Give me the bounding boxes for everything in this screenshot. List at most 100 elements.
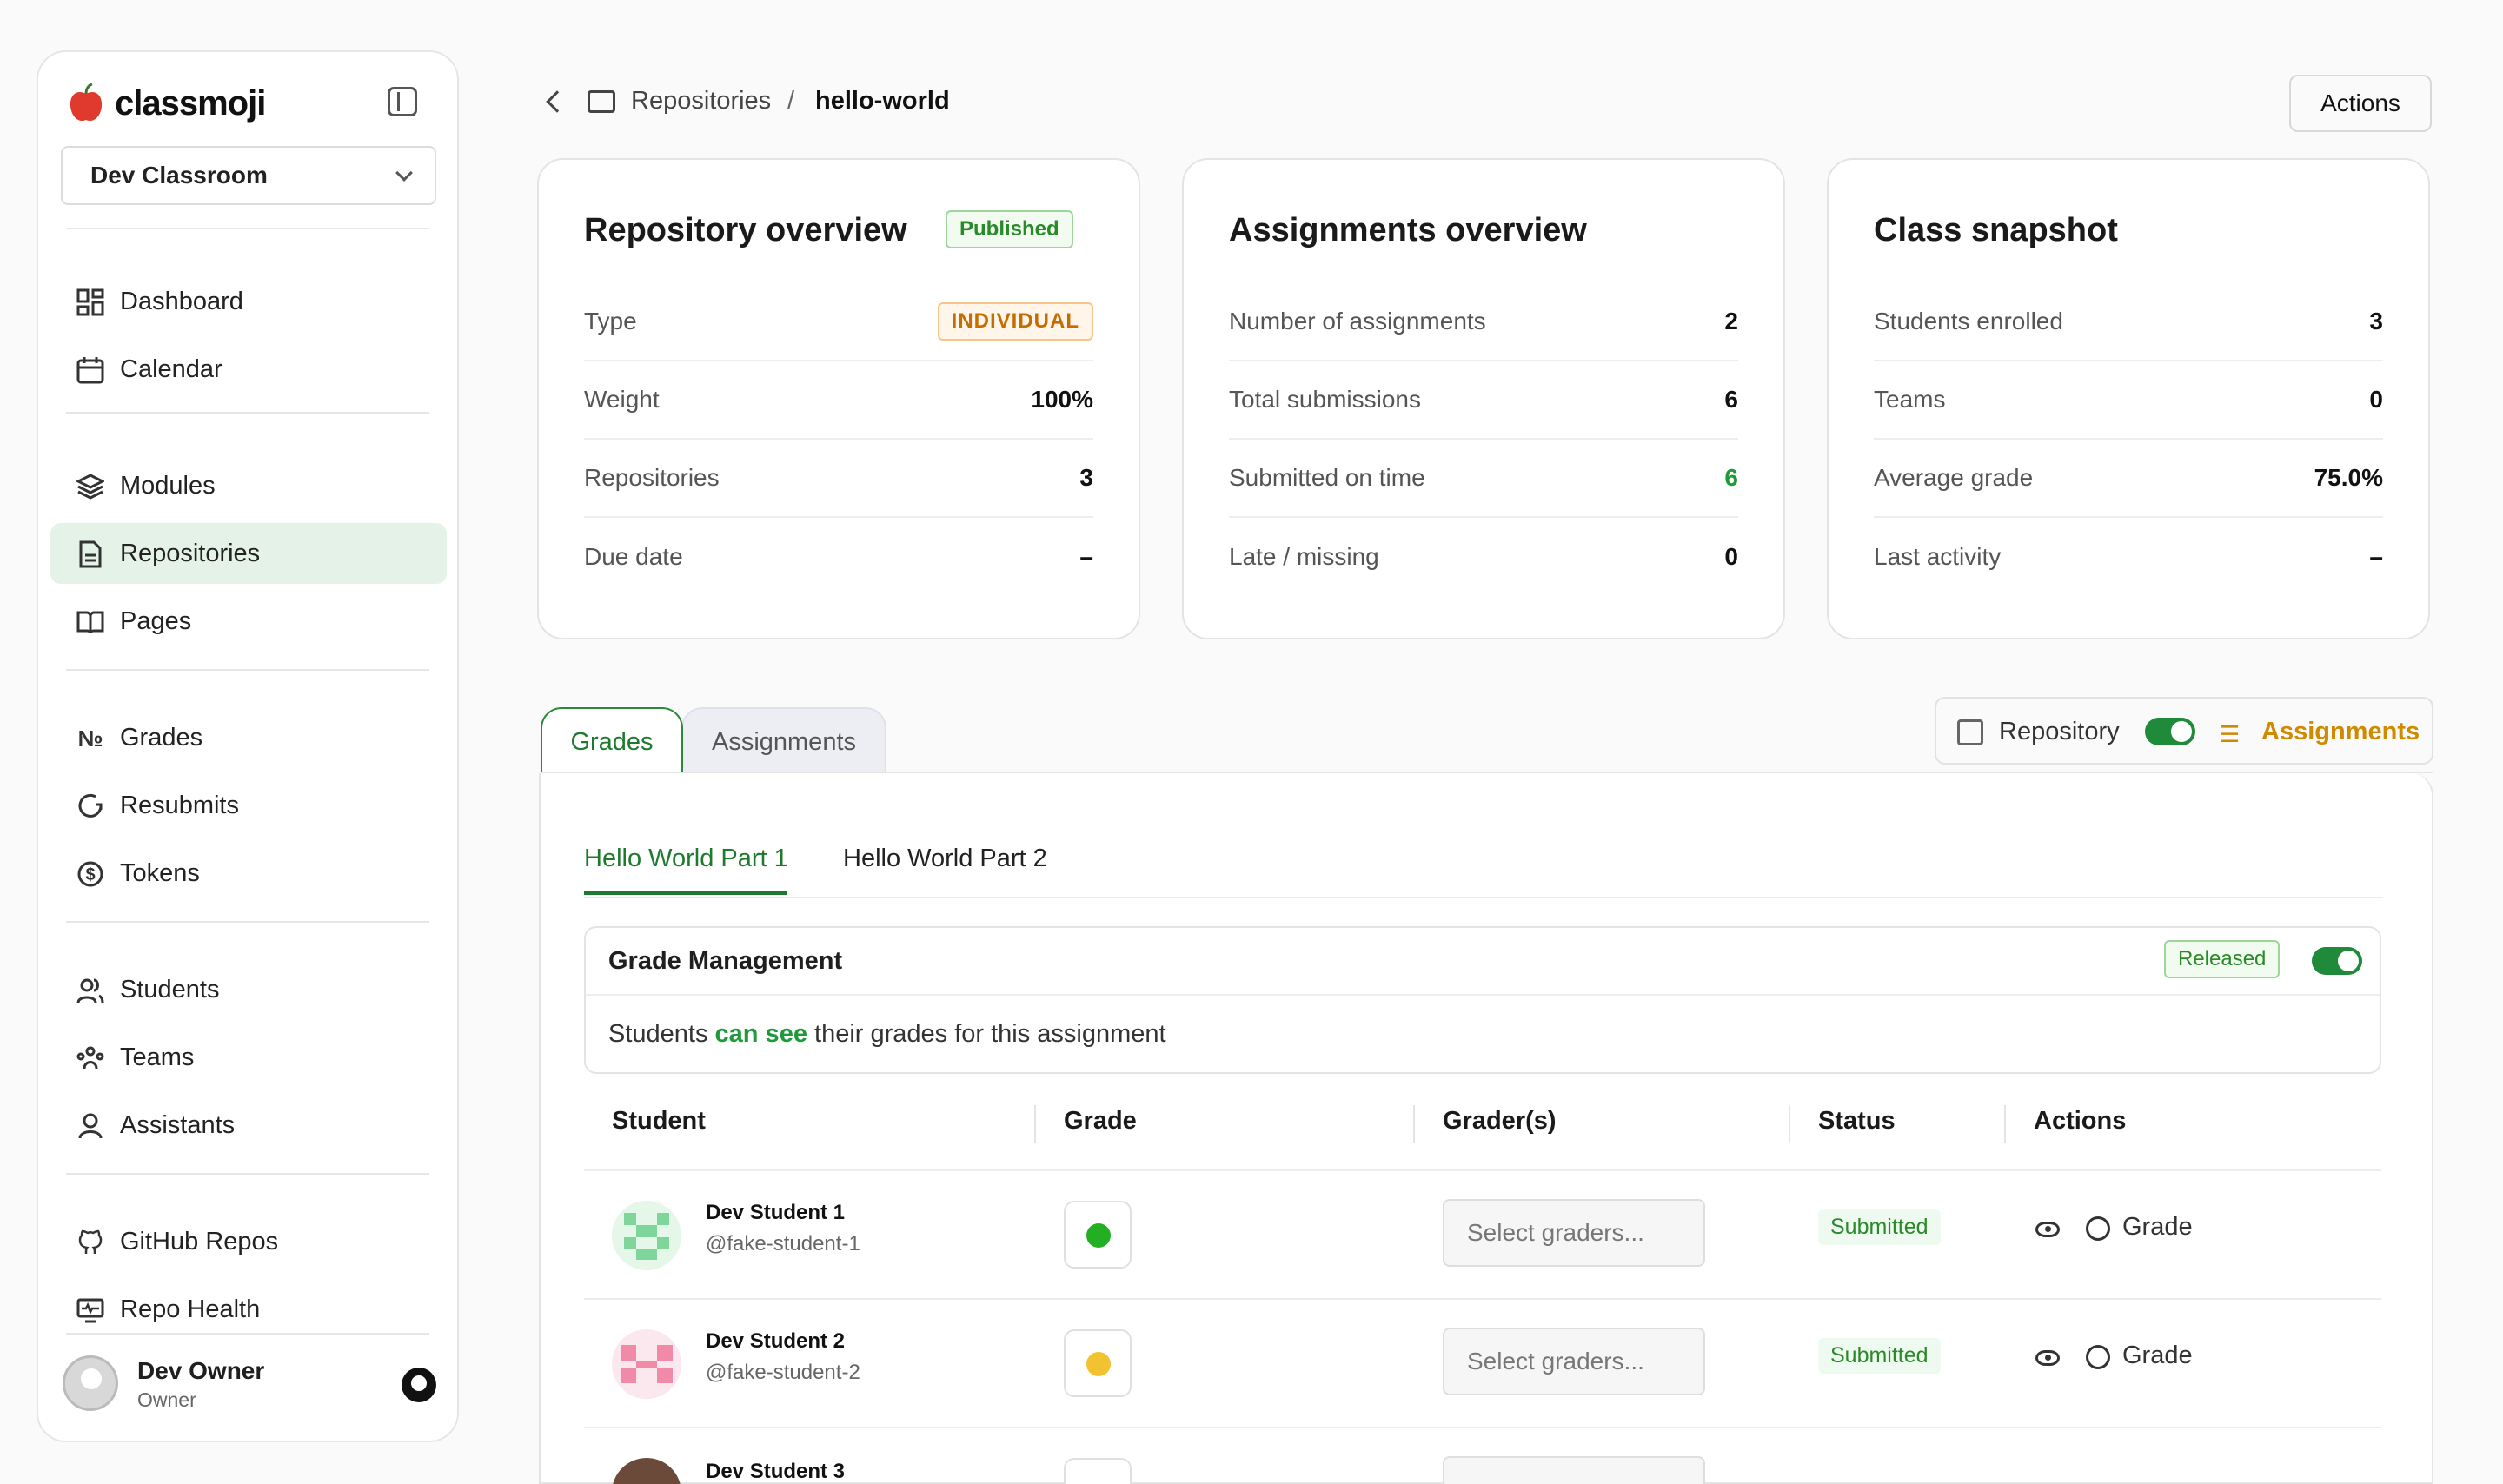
layers-icon xyxy=(76,473,104,500)
sidebar-divider xyxy=(66,228,429,229)
subtab-part-2[interactable]: Hello World Part 2 xyxy=(843,845,1047,872)
back-icon[interactable] xyxy=(546,90,568,113)
column-divider xyxy=(2004,1105,2006,1143)
subtab-part-1[interactable]: Hello World Part 1 xyxy=(584,845,788,872)
column-divider xyxy=(1034,1105,1036,1143)
sidebar-item-tokens[interactable]: $ Tokens xyxy=(50,843,447,904)
sidebar-item-assistants[interactable]: Assistants xyxy=(50,1095,447,1156)
stat-row: Number of assignments 2 xyxy=(1229,283,1738,361)
column-divider xyxy=(1789,1105,1790,1143)
row-divider xyxy=(584,1169,2381,1171)
divider xyxy=(586,994,2380,996)
stat-label: Due date xyxy=(584,543,683,570)
smile-icon[interactable] xyxy=(2086,1345,2110,1369)
refresh-icon xyxy=(76,792,104,820)
panel-border xyxy=(541,772,2433,773)
sidebar-item-pages[interactable]: Pages xyxy=(50,591,447,652)
sidebar-divider xyxy=(66,1333,429,1335)
sidebar-item-label: Resubmits xyxy=(120,791,239,819)
grade-emoji-button[interactable] xyxy=(1064,1201,1132,1269)
dashboard-icon xyxy=(76,288,104,316)
brand-name: classmoji xyxy=(115,83,266,123)
graders-select[interactable]: Select graders... xyxy=(1443,1199,1705,1267)
stat-label: Number of assignments xyxy=(1229,308,1486,335)
grades-panel xyxy=(539,773,2433,1484)
sidebar-item-resubmits[interactable]: Resubmits xyxy=(50,775,447,836)
column-header-status: Status xyxy=(1818,1107,1896,1135)
stat-row: Due date – xyxy=(584,518,1093,596)
student-name: Dev Student 1 xyxy=(706,1201,846,1224)
breadcrumb-repositories[interactable]: Repositories xyxy=(631,87,772,115)
user-profile[interactable]: Dev Owner Owner xyxy=(63,1352,436,1414)
sidebar-item-grades[interactable]: № Grades xyxy=(50,707,447,768)
grade-emoji-button[interactable] xyxy=(1064,1458,1132,1484)
column-header-student: Student xyxy=(612,1107,706,1135)
grade-emoji-button[interactable] xyxy=(1064,1329,1132,1397)
card-title: Class snapshot xyxy=(1874,212,2118,248)
svg-text:$: $ xyxy=(85,865,95,884)
assignments-view-label[interactable]: Assignments xyxy=(2261,718,2420,745)
view-eye-icon[interactable] xyxy=(2035,1350,2060,1366)
sidebar-collapse-icon[interactable] xyxy=(388,87,417,116)
sidebar-item-dashboard[interactable]: Dashboard xyxy=(50,271,447,332)
view-switch[interactable] xyxy=(2145,718,2195,745)
smile-icon[interactable] xyxy=(2086,1216,2110,1241)
grade-action-button[interactable]: Grade xyxy=(2122,1342,2193,1369)
sidebar-item-calendar[interactable]: Calendar xyxy=(50,339,447,400)
sidebar-item-repositories[interactable]: Repositories xyxy=(50,523,447,584)
user-icon xyxy=(76,1112,104,1140)
sidebar-item-github-repos[interactable]: GitHub Repos xyxy=(50,1211,447,1272)
repository-view-label[interactable]: Repository xyxy=(1999,718,2120,745)
sidebar-item-students[interactable]: Students xyxy=(50,959,447,1020)
row-divider xyxy=(584,1298,2381,1300)
sidebar-item-modules[interactable]: Modules xyxy=(50,455,447,516)
stat-row: Students enrolled 3 xyxy=(1874,283,2383,361)
sidebar-item-label: Tokens xyxy=(120,858,200,887)
column-header-actions: Actions xyxy=(2034,1107,2127,1135)
number-icon: № xyxy=(77,725,103,752)
released-badge: Released xyxy=(2164,940,2281,978)
stat-label: Teams xyxy=(1874,386,1946,413)
sidebar: classmoji Dev Classroom Dashboard Calend… xyxy=(37,50,459,1442)
graders-select[interactable] xyxy=(1443,1456,1705,1484)
active-subtab-indicator xyxy=(584,891,787,895)
stat-value: 3 xyxy=(1079,464,1093,491)
classroom-select[interactable]: Dev Classroom xyxy=(61,146,436,205)
grade-action-button[interactable]: Grade xyxy=(2122,1213,2193,1241)
list-icon: ☰ xyxy=(2220,721,2241,747)
github-icon xyxy=(76,1229,104,1256)
stat-label: Repositories xyxy=(584,464,720,491)
user-name: Dev Owner xyxy=(137,1357,265,1384)
tab-assignments[interactable]: Assignments xyxy=(681,707,886,775)
stat-value: – xyxy=(1079,543,1093,570)
view-eye-icon[interactable] xyxy=(2035,1222,2060,1237)
actions-button[interactable]: Actions xyxy=(2289,75,2432,132)
team-icon xyxy=(76,1044,104,1072)
sidebar-item-repo-health[interactable]: Repo Health xyxy=(50,1279,447,1340)
stat-value: 0 xyxy=(1724,543,1738,570)
brand[interactable]: classmoji xyxy=(68,82,266,125)
stat-row: Late / missing 0 xyxy=(1229,518,1738,596)
calendar-icon xyxy=(76,356,104,384)
file-icon xyxy=(76,540,104,568)
sidebar-divider xyxy=(66,669,429,671)
stat-label: Submitted on time xyxy=(1229,464,1425,491)
stat-row: Weight 100% xyxy=(584,361,1093,440)
sidebar-item-label: Repositories xyxy=(120,539,261,567)
graders-select[interactable]: Select graders... xyxy=(1443,1328,1705,1395)
sidebar-item-label: Students xyxy=(120,975,220,1004)
stat-row: Last activity – xyxy=(1874,518,2383,596)
sidebar-divider xyxy=(66,412,429,414)
sidebar-item-label: GitHub Repos xyxy=(120,1227,279,1255)
sidebar-item-teams[interactable]: Teams xyxy=(50,1027,447,1088)
student-handle: @fake-student-2 xyxy=(706,1361,860,1384)
release-grades-switch[interactable] xyxy=(2312,947,2362,975)
column-header-grade: Grade xyxy=(1064,1107,1137,1135)
stat-label: Total submissions xyxy=(1229,386,1421,413)
github-icon[interactable] xyxy=(402,1368,436,1402)
sidebar-item-label: Pages xyxy=(120,606,192,635)
chevron-down-icon xyxy=(395,164,413,182)
book-icon xyxy=(76,608,104,636)
column-header-graders: Grader(s) xyxy=(1443,1107,1557,1135)
tab-grades[interactable]: Grades xyxy=(541,707,683,775)
